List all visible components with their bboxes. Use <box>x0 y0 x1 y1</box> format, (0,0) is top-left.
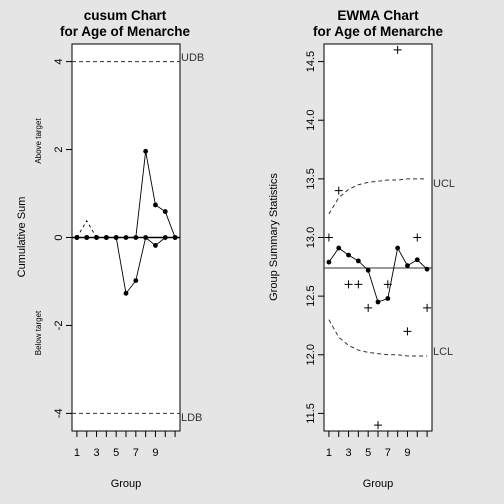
ewma-y-tick-label: 13.0 <box>305 227 317 248</box>
ewma-series-point <box>405 263 410 269</box>
ewma-x-tick-label: 7 <box>385 447 391 459</box>
cusum-series-1-point <box>143 235 149 240</box>
cusum-series-0-point <box>143 148 149 154</box>
cusum-y-tick-label: 4 <box>53 59 65 65</box>
cusum-x-tick-label: 5 <box>113 447 119 459</box>
ewma-series-point <box>424 266 430 272</box>
cusum-title-line2: for Age of Menarche <box>60 24 191 39</box>
cusum-ldb-label: LDB <box>181 412 202 424</box>
ewma-chart: EWMA Chart for Age of Menarche Group Gro… <box>268 8 455 490</box>
cusum-series-1-point <box>84 235 90 240</box>
cusum-series-1-point <box>113 235 119 240</box>
ewma-y-tick-label: 11.5 <box>305 403 317 424</box>
cusum-series-1-point <box>123 290 129 296</box>
cusum-series-1-point <box>153 243 158 248</box>
ewma-y-tick-label: 12.5 <box>305 285 317 306</box>
ewma-observation-point <box>413 233 422 242</box>
ewma-observation-point <box>423 303 432 312</box>
cusum-series-2-line <box>76 219 176 238</box>
ewma-observation-point <box>324 233 333 242</box>
cusum-x-tick-label: 7 <box>133 447 139 459</box>
cusum-series-1-point <box>162 235 168 240</box>
ewma-series-point <box>414 257 420 263</box>
ewma-series-point <box>385 296 391 301</box>
ewma-observation-point <box>403 327 412 336</box>
ewma-x-axis-label: Group <box>363 478 394 490</box>
cusum-series-0-point <box>153 202 158 208</box>
ewma-series-point <box>346 252 351 258</box>
cusum-series-0-point <box>162 209 168 214</box>
ewma-y-tick-label: 14.0 <box>305 110 317 131</box>
ewma-series-point <box>365 267 371 273</box>
cusum-chart: cusum Chart for Age of Menarche Group Cu… <box>16 8 204 490</box>
cusum-above-target-label: Above target <box>34 118 43 164</box>
ewma-observation-point <box>344 280 353 289</box>
ewma-y-tick-label: 13.5 <box>305 168 317 189</box>
ewma-observation-point <box>354 280 363 289</box>
ewma-observation-point <box>374 421 382 430</box>
cusum-udb-label: UDB <box>181 52 204 64</box>
ewma-series-point <box>375 299 381 305</box>
cusum-x-tick-label: 9 <box>152 447 158 459</box>
cusum-x-axis-label: Group <box>111 478 142 490</box>
cusum-x-tick-label: 3 <box>93 447 99 459</box>
ewma-ucl-label: UCL <box>433 178 455 190</box>
ewma-x-tick-label: 1 <box>326 447 332 459</box>
cusum-y-tick-label: 0 <box>53 234 65 240</box>
ewma-x-tick-label: 3 <box>345 447 351 459</box>
ewma-lcl-curve <box>328 319 428 357</box>
cusum-series-1-point <box>133 278 139 283</box>
ewma-series-point <box>355 258 361 264</box>
ewma-observation-point <box>334 186 343 195</box>
ewma-series-point <box>336 245 342 251</box>
ewma-series-point <box>395 245 401 251</box>
cusum-below-target-label: Below target <box>34 310 43 355</box>
ewma-title-line1: EWMA Chart <box>337 8 419 23</box>
ewma-observation-point <box>383 280 392 289</box>
cusum-y-tick-label: -2 <box>53 321 65 331</box>
cusum-x-tick-label: 1 <box>74 447 80 459</box>
ewma-lcl-label: LCL <box>433 346 453 358</box>
cusum-y-tick-label: -4 <box>53 409 65 419</box>
ewma-title-line2: for Age of Menarche <box>313 24 444 39</box>
cusum-y-axis-label: Cumulative Sum <box>16 197 28 278</box>
ewma-observation-point <box>364 303 373 312</box>
ewma-y-tick-label: 14.5 <box>305 51 317 72</box>
ewma-y-axis-label: Group Summary Statistics <box>268 173 280 301</box>
ewma-observation-point <box>393 45 402 54</box>
ewma-y-tick-label: 12.0 <box>305 344 317 365</box>
cusum-series-1-point <box>172 235 178 240</box>
ewma-x-tick-label: 9 <box>404 447 410 459</box>
cusum-y-tick-label: 2 <box>53 146 65 152</box>
ewma-x-tick-label: 5 <box>365 447 371 459</box>
ewma-series-point <box>326 259 332 265</box>
cusum-title-line1: cusum Chart <box>84 8 167 23</box>
